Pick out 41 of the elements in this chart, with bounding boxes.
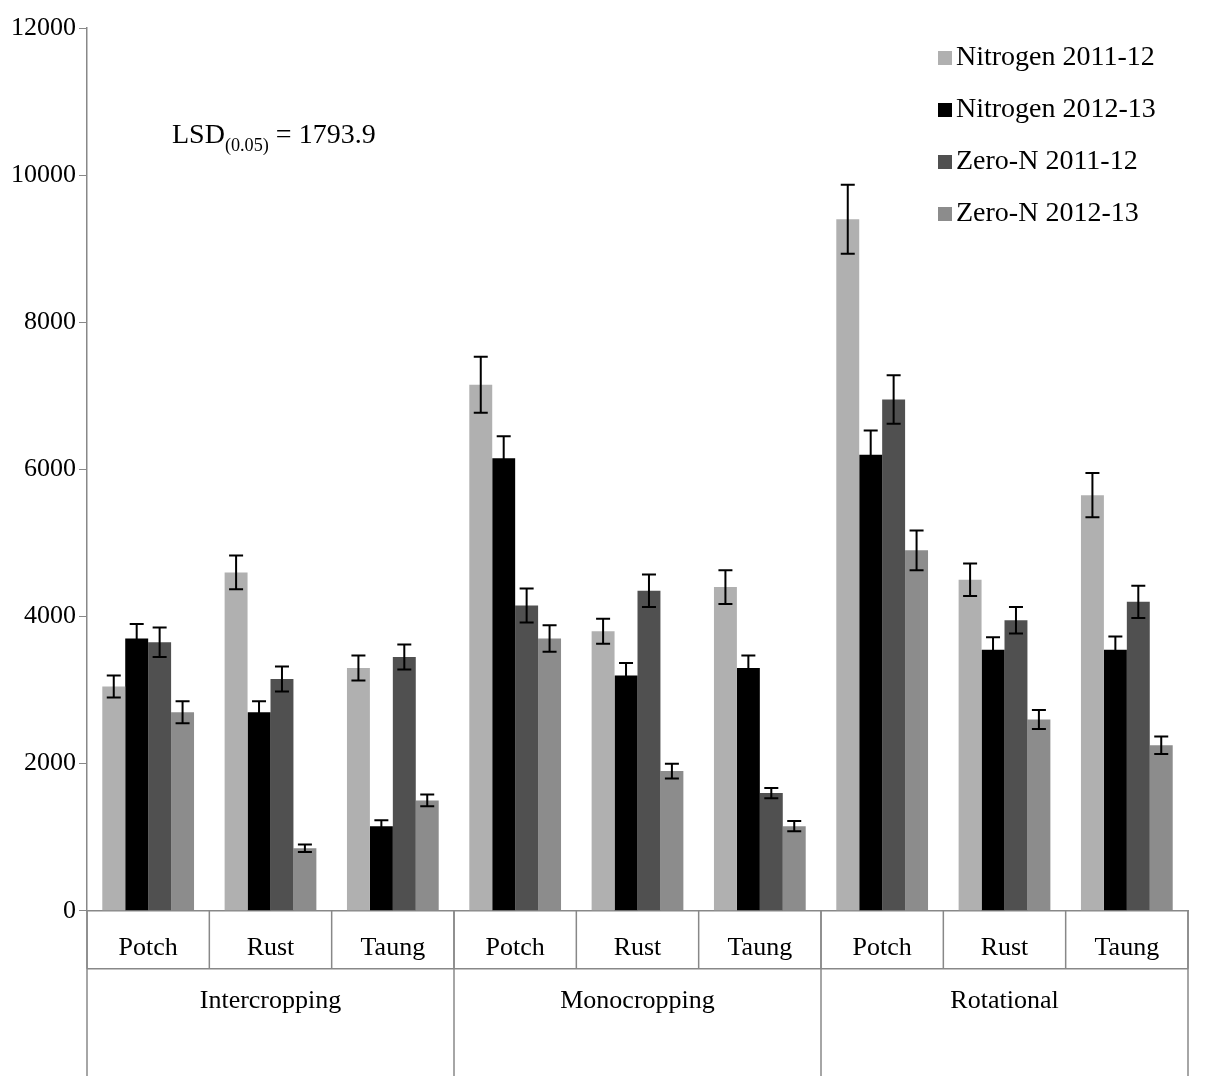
x-tick-label: Potch <box>852 932 912 962</box>
y-tick-label: 2000 <box>24 747 76 777</box>
x-tick-label: Taung <box>727 932 793 962</box>
y-tick-label: 10000 <box>11 158 76 188</box>
bar <box>759 793 783 911</box>
x-tick-label: Taung <box>1094 932 1160 962</box>
bar <box>515 605 539 911</box>
bar <box>1004 620 1028 911</box>
bar <box>836 219 860 911</box>
bar <box>346 668 370 911</box>
legend-label: Nitrogen 2011-12 <box>956 40 1155 72</box>
y-tick-label: 8000 <box>24 306 76 336</box>
bar <box>958 579 982 911</box>
bar <box>1080 495 1104 911</box>
y-tick-label: 12000 <box>11 11 76 41</box>
legend-label: Zero-N 2011-12 <box>956 144 1138 176</box>
y-tick-label: 6000 <box>24 453 76 483</box>
text: Rotational <box>950 984 1059 1014</box>
x-tick-label: Rust <box>980 932 1030 962</box>
bar <box>270 679 294 911</box>
x-tick-label: Rust <box>246 932 296 962</box>
text: Monocropping <box>560 984 715 1014</box>
bar <box>637 590 661 911</box>
bar <box>148 642 172 911</box>
y-tick-label: 0 <box>63 894 76 924</box>
bar <box>882 399 906 911</box>
bar <box>1126 601 1150 911</box>
bar <box>392 657 416 911</box>
legend-label: Nitrogen 2012-13 <box>956 92 1156 124</box>
x-tick-label: Taung <box>360 932 426 962</box>
bar <box>102 686 126 911</box>
y-tick-label: 4000 <box>24 600 76 630</box>
text: Intercropping <box>199 984 342 1014</box>
bar <box>591 631 615 911</box>
bar <box>469 384 493 911</box>
x-tick-label: Potch <box>118 932 178 962</box>
x-tick-label: Rust <box>613 932 663 962</box>
x-tick-label: Potch <box>485 932 545 962</box>
bar <box>713 587 737 911</box>
legend-label: Zero-N 2012-13 <box>956 196 1139 228</box>
bar <box>224 572 248 911</box>
